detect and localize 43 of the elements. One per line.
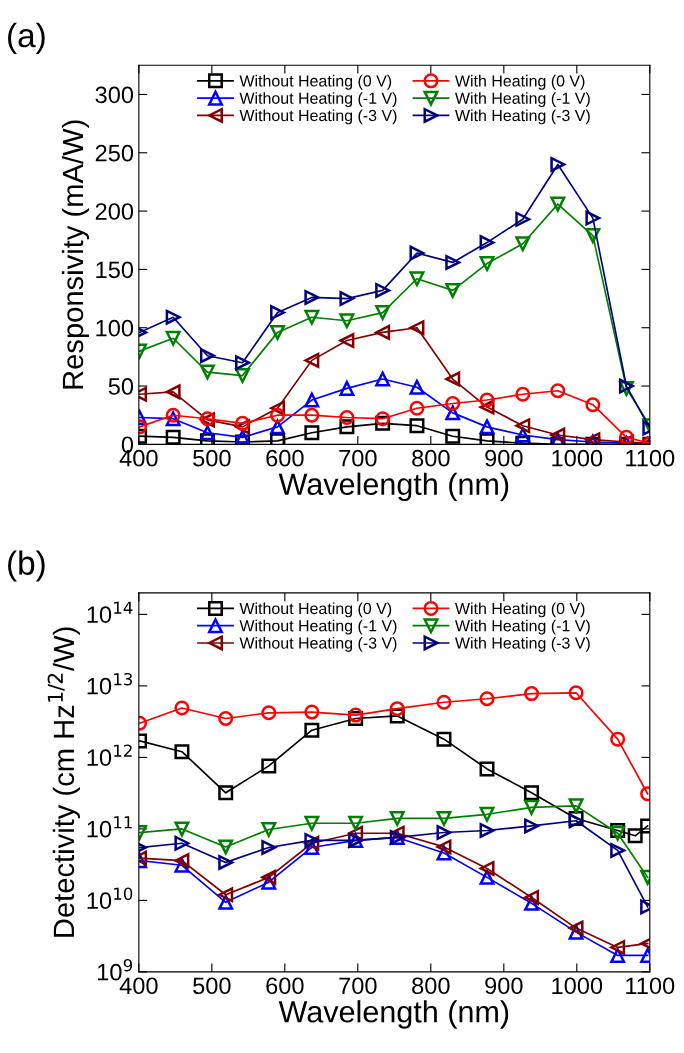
chart-title: (a) (8, 22, 45, 54)
legend-label: Without Heating (0 V) (239, 74, 392, 90)
legend-label: Without Heating (-1 V) (239, 619, 397, 635)
legend-label: With Heating (0 V) (455, 602, 585, 618)
y-tick-label: 100 (96, 319, 134, 337)
x-tick-label: 800 (412, 449, 450, 467)
y-axis-title: Responsivity (mA/W) (61, 120, 90, 389)
legend-label: With Heating (-3 V) (455, 109, 590, 125)
chart-title: (b) (8, 550, 45, 582)
x-axis-title: Wavelength (nm) (278, 472, 509, 502)
x-tick-label: 700 (339, 449, 377, 467)
y-tick-label: 250 (95, 144, 134, 162)
legend-label: Without Heating (-3 V) (239, 109, 397, 125)
x-tick-label: 500 (193, 449, 231, 467)
x-tick-label: 1100 (626, 449, 675, 467)
x-tick-label: 900 (485, 449, 523, 467)
legend-label: With Heating (-1 V) (455, 92, 590, 108)
legend-label: With Heating (-1 V) (455, 619, 590, 635)
x-axis-title: Wavelength (nm) (278, 1000, 509, 1029)
y-tick-label: 50 (108, 378, 134, 395)
legend-label: Without Heating (-1 V) (239, 92, 397, 108)
y-tick-label: 10$^{14}$ (87, 601, 133, 623)
y-tick-label: 10$^{13}$ (87, 672, 133, 695)
x-tick-label: 600 (266, 977, 304, 995)
x-tick-label: 1000 (552, 449, 603, 467)
y-tick-label: 200 (95, 203, 134, 220)
x-tick-label: 800 (412, 977, 450, 995)
y-tick-label: 10$^{11}$ (87, 816, 132, 838)
y-tick-label: 300 (95, 86, 134, 104)
legend-label: Without Heating (-3 V) (239, 636, 397, 652)
legend-label: With Heating (-3 V) (455, 636, 590, 652)
y-tick-label: 150 (96, 261, 134, 279)
y-tick-label: 10$^{12}$ (87, 744, 132, 766)
legend-label: With Heating (0 V) (455, 74, 585, 90)
x-tick-label: 600 (266, 449, 304, 467)
x-tick-label: 1000 (552, 977, 603, 995)
x-tick-label: 900 (485, 977, 523, 995)
x-tick-label: 700 (339, 977, 377, 995)
y-tick-label: 10$^{10}$ (87, 887, 133, 910)
x-tick-label: 1100 (626, 977, 675, 995)
x-tick-label: 500 (193, 977, 231, 995)
legend-label: Without Heating (0 V) (239, 602, 392, 618)
y-axis-title: Detectivity (cm Hz$^{1/2}$/W) (47, 627, 80, 937)
